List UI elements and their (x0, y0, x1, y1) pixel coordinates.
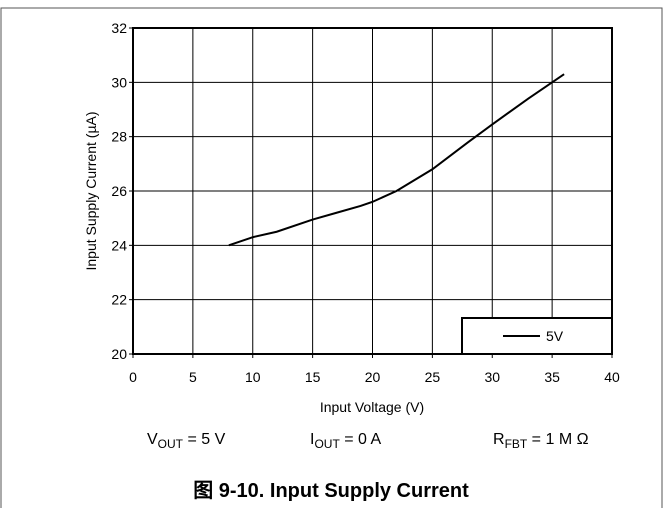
caption-sub: FBT (505, 437, 528, 451)
chart-title: 图 9-10. Input Supply Current (193, 479, 469, 502)
caption-rest: = 1 M Ω (527, 431, 588, 448)
caption-rest: = 5 V (183, 431, 226, 448)
caption: IOUT = 0 A (310, 431, 381, 451)
y-tick-label: 24 (111, 237, 127, 253)
caption-main: V (147, 431, 158, 448)
x-tick-label: 15 (305, 369, 321, 385)
x-tick-label: 25 (425, 369, 441, 385)
caption: RFBT = 1 M Ω (493, 431, 589, 451)
y-axis-label: Input Supply Current (µA) (83, 111, 99, 270)
y-tick-label: 26 (111, 183, 127, 199)
y-tick-label: 22 (111, 292, 127, 308)
x-tick-label: 40 (604, 369, 620, 385)
x-tick-label: 30 (484, 369, 500, 385)
x-axis-label: Input Voltage (V) (320, 399, 424, 415)
x-tick-label: 5 (189, 369, 197, 385)
caption-sub: OUT (158, 437, 184, 451)
caption: VOUT = 5 V (147, 431, 226, 451)
legend-label: 5V (546, 328, 564, 344)
data-line (228, 73, 565, 247)
y-tick-label: 30 (111, 74, 127, 90)
y-tick-label: 32 (111, 20, 127, 36)
frame (0, 7, 663, 508)
caption-sub: OUT (314, 437, 340, 451)
plot-border (132, 27, 613, 355)
x-tick-label: 35 (544, 369, 560, 385)
y-tick-label: 20 (111, 346, 127, 362)
y-tick-label: 28 (111, 129, 127, 145)
x-tick-label: 20 (365, 369, 381, 385)
caption-rest: = 0 A (340, 431, 382, 448)
caption-main: I (310, 431, 314, 448)
caption-main: R (493, 431, 505, 448)
x-tick-label: 10 (245, 369, 261, 385)
x-tick-label: 0 (129, 369, 137, 385)
